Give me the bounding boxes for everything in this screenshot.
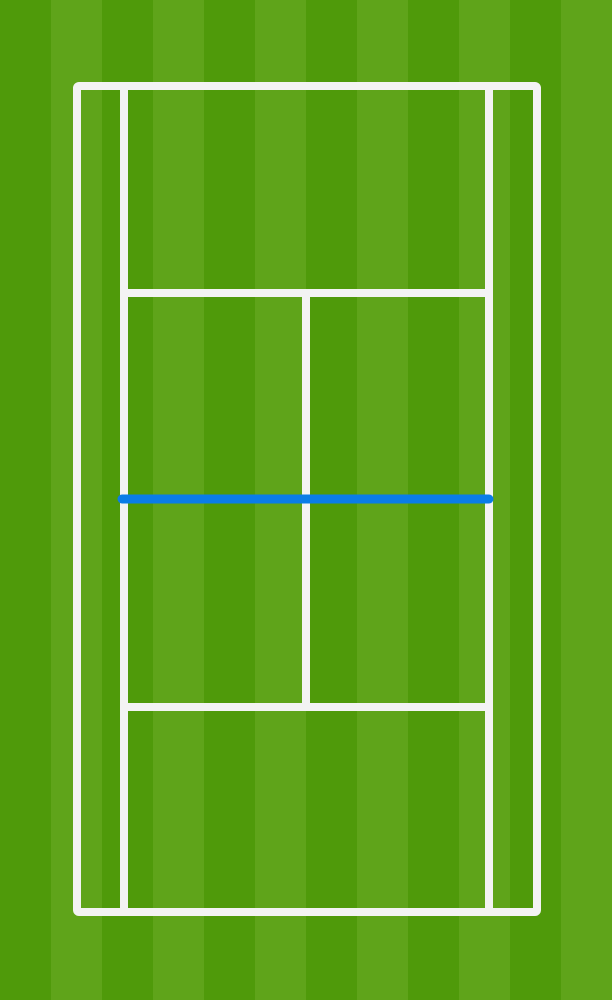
doubles-boundary-line <box>73 82 541 916</box>
grass-stripe <box>561 0 612 1000</box>
